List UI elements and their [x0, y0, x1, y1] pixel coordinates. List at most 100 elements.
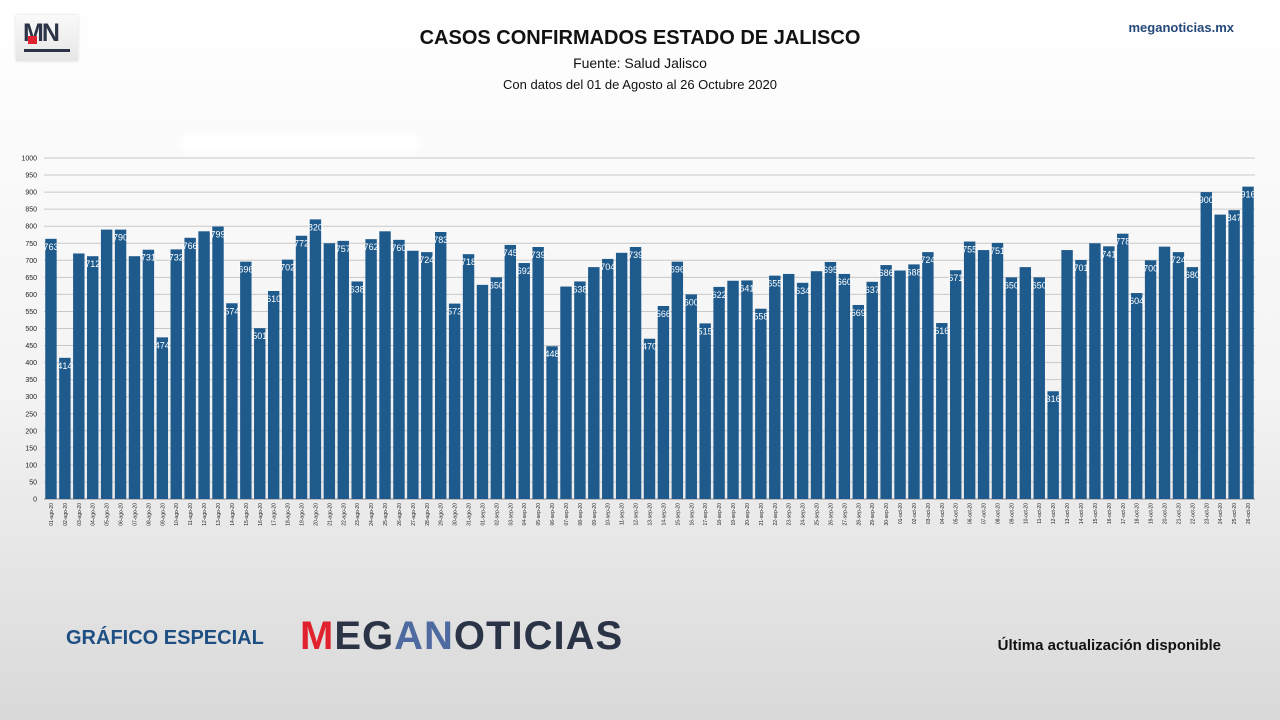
bar [741, 280, 753, 499]
x-tick-label: 28-sep-20 [856, 503, 862, 526]
bar [226, 303, 238, 499]
x-tick-label: 23-ago-20 [355, 503, 361, 526]
data-label: 718 [461, 257, 476, 267]
data-label: 622 [712, 290, 727, 300]
bar [560, 286, 572, 499]
x-tick-label: 14-ago-20 [230, 503, 236, 526]
x-tick-label: 19-sep-20 [731, 503, 737, 526]
data-label: 783 [433, 235, 448, 245]
bar [991, 242, 1004, 499]
data-label: 799 [210, 230, 225, 240]
x-tick-label: 08-oct-20 [995, 503, 1001, 524]
y-tick-label: 600 [25, 292, 37, 299]
bar [894, 270, 906, 499]
bar [755, 308, 767, 499]
bar [699, 323, 711, 499]
bar [574, 281, 586, 499]
bar [1019, 267, 1032, 499]
meganoticias-brand: MEGANOTICIAS [300, 612, 623, 660]
data-label: 574 [224, 306, 239, 316]
data-label: 696 [670, 265, 685, 275]
x-tick-label: 16-oct-20 [1107, 503, 1113, 524]
x-tick-label: 11-sep-20 [620, 503, 626, 525]
x-tick-label: 03-oct-20 [926, 503, 932, 524]
data-label: 900 [1199, 195, 1214, 205]
x-tick-label: 07-oct-20 [982, 503, 988, 524]
y-tick-label: 300 [25, 394, 37, 401]
bar [838, 273, 851, 499]
data-label: 558 [753, 312, 768, 322]
x-tick-label: 26-ago-20 [397, 503, 403, 526]
y-tick-label: 350 [25, 377, 37, 384]
bar [1075, 259, 1087, 499]
bar [504, 244, 517, 499]
y-tick-label: 0 [33, 497, 37, 504]
data-label: 692 [517, 266, 532, 276]
x-axis-labels: 01-ago-20 02-ago-20 03-ago-20 04-ago-20 05-a… [49, 503, 1252, 526]
bar [184, 237, 196, 499]
x-tick-label: 18-ago-20 [286, 503, 292, 526]
x-tick-label: 20-sep-20 [745, 503, 751, 526]
bar [1089, 243, 1101, 499]
decorative-haze [180, 133, 420, 153]
data-label: 660 [837, 277, 852, 287]
y-tick-label: 200 [25, 428, 37, 435]
x-tick-label: 18-sep-20 [717, 503, 723, 526]
y-tick-label: 400 [25, 360, 37, 367]
data-label: 700 [1143, 263, 1158, 273]
y-tick-label: 700 [25, 258, 37, 265]
data-label: 686 [879, 268, 894, 278]
bar [950, 270, 962, 499]
bar [337, 240, 349, 499]
data-label: 638 [350, 284, 365, 294]
bar [643, 338, 656, 499]
bar [1130, 293, 1143, 499]
bar [1061, 250, 1073, 499]
x-tick-label: 22-oct-20 [1190, 503, 1196, 524]
bar [267, 290, 280, 499]
x-tick-label: 26-oct-20 [1246, 503, 1252, 524]
brand-part-3: OTICIAS [453, 614, 624, 658]
data-label: 790 [113, 233, 128, 243]
last-update-note: Última actualización disponible [997, 637, 1221, 654]
x-tick-label: 11-oct-20 [1037, 503, 1043, 524]
bar [963, 241, 976, 500]
bar [922, 252, 934, 499]
data-label: 501 [252, 331, 267, 341]
x-tick-label: 12-sep-20 [634, 503, 640, 526]
x-tick-label: 15-oct-20 [1093, 503, 1099, 524]
data-label: 470 [642, 342, 657, 352]
bar [908, 264, 920, 499]
bar [351, 281, 363, 499]
bar [824, 262, 837, 499]
data-label: 739 [628, 250, 643, 260]
data-label: 655 [767, 279, 782, 289]
bar [546, 346, 558, 499]
bar-layer [45, 186, 1254, 500]
bar [407, 250, 419, 499]
bar [936, 323, 948, 499]
bar [615, 252, 628, 499]
data-label: 515 [698, 326, 713, 336]
data-label: 474 [155, 340, 170, 350]
bar [518, 263, 530, 499]
x-tick-label: 03-ago-20 [77, 503, 83, 526]
bar [866, 281, 878, 499]
bar [490, 277, 503, 499]
x-tick-label: 27-ago-20 [411, 503, 417, 526]
x-tick-label: 06-sep-20 [550, 503, 556, 526]
site-url[interactable]: meganoticias.mx [1128, 20, 1235, 35]
bar [421, 252, 433, 499]
bar [1214, 214, 1226, 499]
y-tick-label: 450 [25, 343, 37, 350]
x-tick-label: 25-sep-20 [815, 503, 821, 526]
bar [379, 231, 391, 499]
bar [1242, 186, 1254, 500]
x-tick-label: 17-sep-20 [703, 503, 709, 526]
x-tick-label: 14-oct-20 [1079, 503, 1085, 524]
data-label: 751 [990, 246, 1005, 256]
x-tick-label: 21-oct-20 [1176, 503, 1182, 524]
data-label: 566 [656, 309, 671, 319]
bar [796, 282, 809, 499]
